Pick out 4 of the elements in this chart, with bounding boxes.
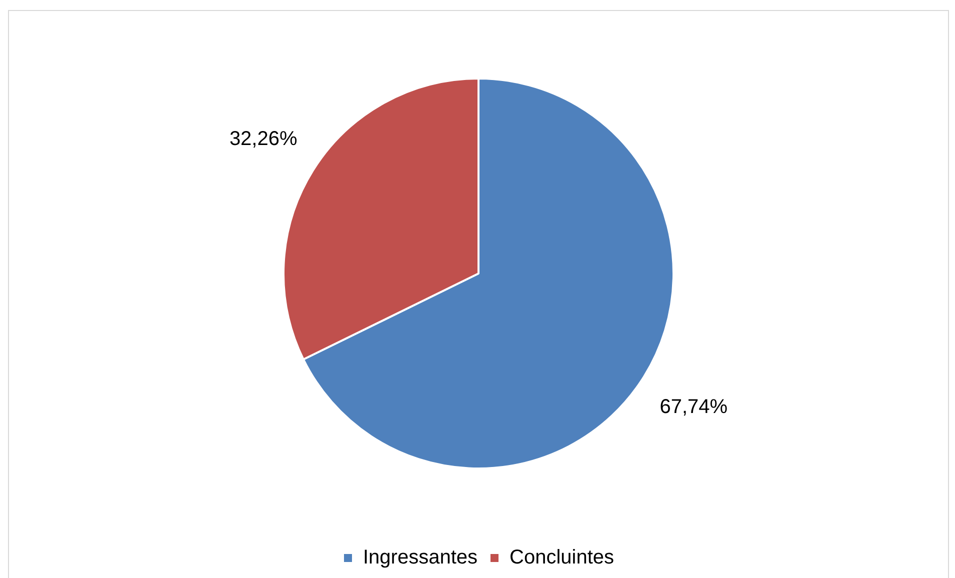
- data-label: 32,26%: [229, 128, 298, 150]
- legend-label: Ingressantes: [362, 546, 478, 569]
- data-label: 67,74%: [660, 396, 728, 418]
- legend-label: Concluintes: [510, 546, 614, 569]
